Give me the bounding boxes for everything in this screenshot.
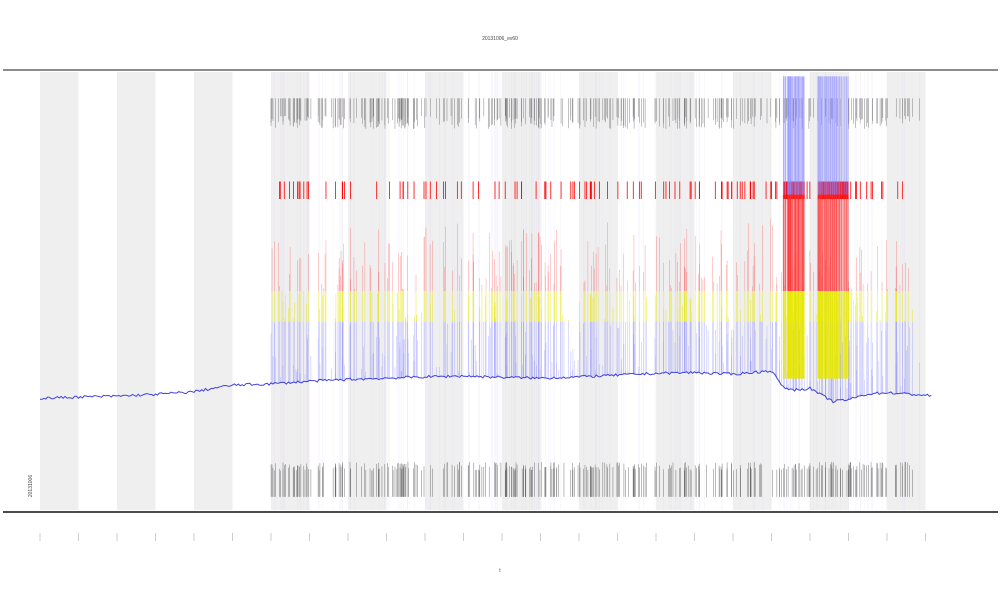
day-shade-0 xyxy=(40,72,79,510)
chart-title: 20131006_ev60 xyxy=(482,36,518,42)
day-shade-16 xyxy=(656,72,695,510)
threshold-bands xyxy=(270,76,920,402)
baseline-line xyxy=(39,370,932,404)
x-axis-label: t xyxy=(499,568,501,574)
day-shade-18 xyxy=(733,72,772,510)
corner-label: 20131006 xyxy=(28,475,34,497)
day-shade-2 xyxy=(117,72,156,510)
x-ticks xyxy=(39,533,926,541)
day-shade-22 xyxy=(887,72,926,510)
baseline-series xyxy=(39,370,932,404)
event-lines xyxy=(270,72,920,510)
day-shade-4 xyxy=(194,72,233,510)
